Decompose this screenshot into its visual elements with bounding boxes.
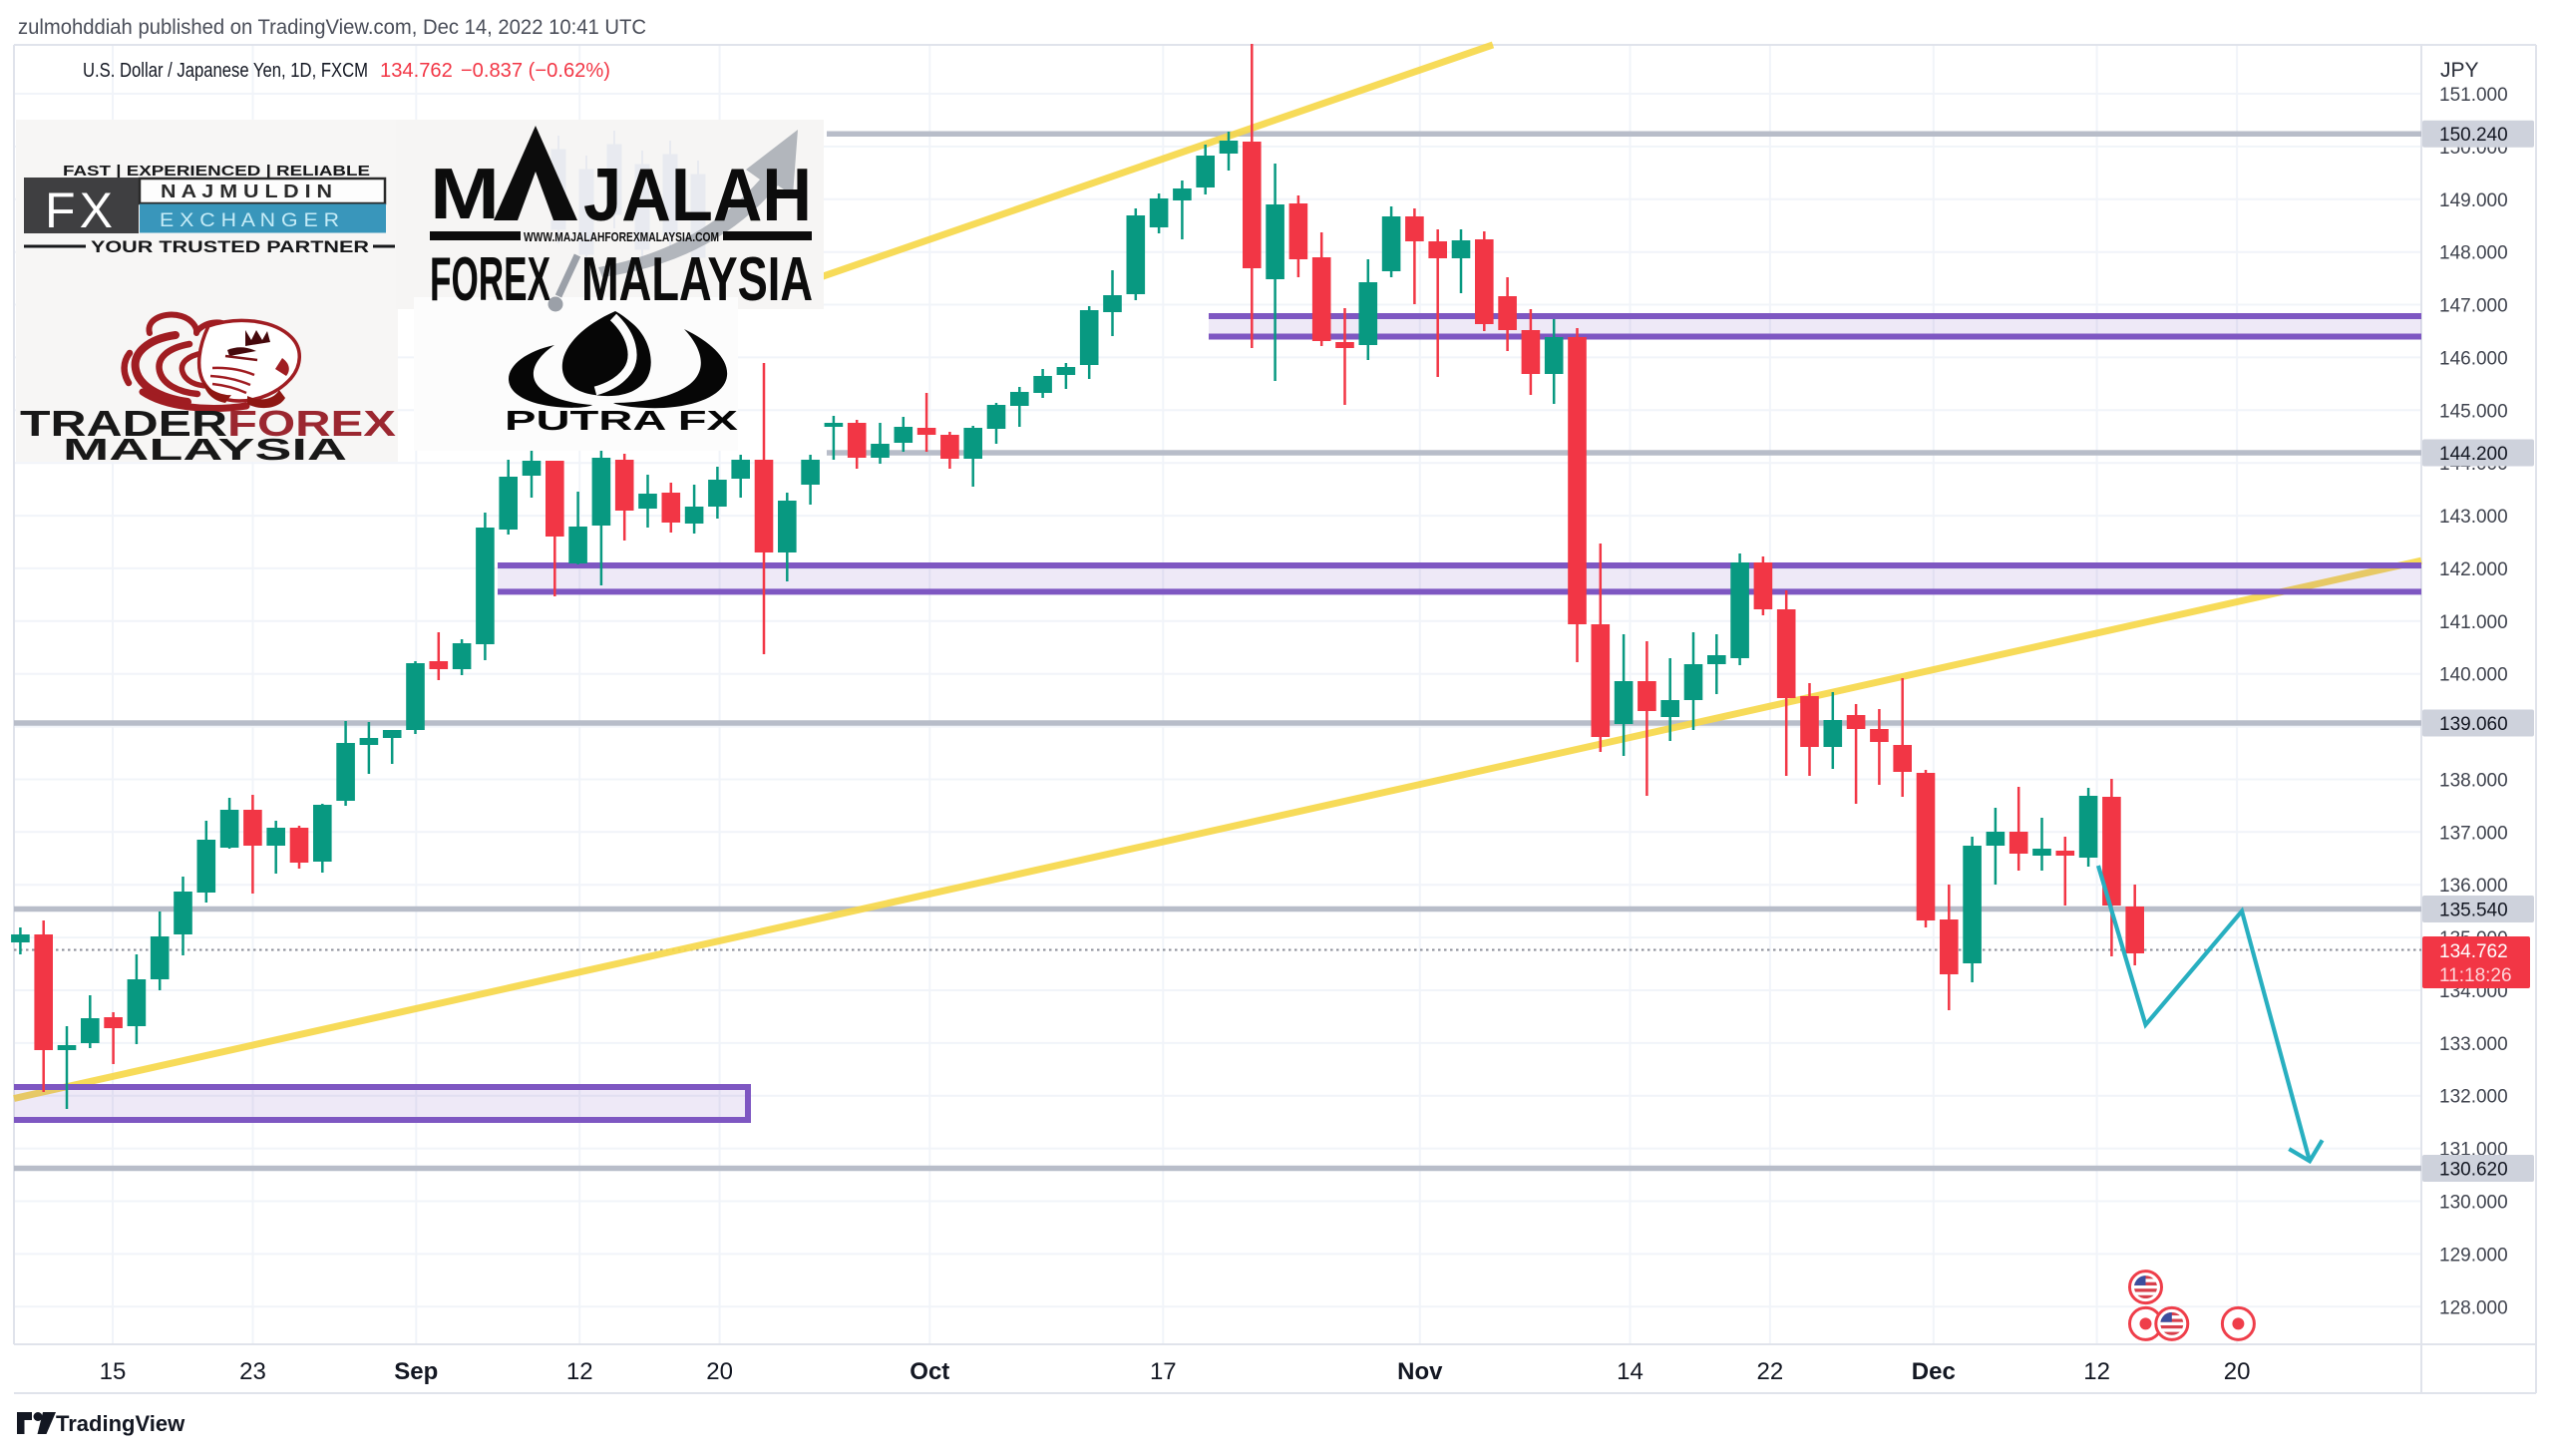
svg-text:U.S. Dollar / Japanese Yen, 1D: U.S. Dollar / Japanese Yen, 1D, FXCM — [83, 60, 368, 82]
svg-text:133.000: 133.000 — [2439, 1034, 2508, 1055]
svg-text:17: 17 — [1150, 1358, 1177, 1385]
svg-text:FOREX: FOREX — [430, 245, 550, 314]
svg-text:20: 20 — [706, 1358, 733, 1385]
svg-text:zulmohddiah published on Tradi: zulmohddiah published on TradingView.com… — [18, 16, 646, 39]
svg-text:130.620: 130.620 — [2439, 1160, 2508, 1181]
svg-text:20: 20 — [2224, 1358, 2251, 1385]
svg-text:12: 12 — [566, 1358, 593, 1385]
svg-text:141.000: 141.000 — [2439, 612, 2508, 633]
svg-text:11:18:26: 11:18:26 — [2439, 965, 2512, 986]
svg-text:12: 12 — [2083, 1358, 2110, 1385]
svg-text:YOUR TRUSTED PARTNER: YOUR TRUSTED PARTNER — [91, 238, 369, 256]
svg-text:134.762: 134.762 — [2439, 941, 2508, 962]
svg-text:M: M — [430, 155, 500, 234]
svg-text:128.000: 128.000 — [2439, 1297, 2508, 1318]
svg-text:137.000: 137.000 — [2439, 823, 2508, 844]
svg-text:MALAYSIA: MALAYSIA — [581, 245, 813, 314]
svg-text:JALAH: JALAH — [583, 153, 812, 236]
svg-text:JPY: JPY — [2440, 59, 2479, 82]
svg-text:129.000: 129.000 — [2439, 1245, 2508, 1266]
svg-text:135.540: 135.540 — [2439, 901, 2508, 921]
svg-text:Oct: Oct — [910, 1358, 949, 1385]
svg-text:151.000: 151.000 — [2439, 85, 2508, 106]
svg-text:136.000: 136.000 — [2439, 876, 2508, 897]
svg-text:149.000: 149.000 — [2439, 190, 2508, 211]
svg-text:134.762 −0.837 (−0.62%): 134.762 −0.837 (−0.62%) — [380, 60, 610, 82]
svg-text:150.240: 150.240 — [2439, 125, 2508, 146]
svg-text:146.000: 146.000 — [2439, 348, 2508, 369]
svg-text:144.200: 144.200 — [2439, 444, 2508, 465]
svg-text:Sep: Sep — [394, 1358, 438, 1385]
svg-text:145.000: 145.000 — [2439, 401, 2508, 422]
svg-text:WWW.MAJALAHFOREXMALAYSIA.COM: WWW.MAJALAHFOREXMALAYSIA.COM — [524, 229, 719, 244]
svg-text:N A J M U L D I N: N A J M U L D I N — [161, 182, 332, 201]
svg-text:Dec: Dec — [1912, 1358, 1956, 1385]
svg-text:148.000: 148.000 — [2439, 243, 2508, 264]
svg-text:Nov: Nov — [1397, 1358, 1443, 1385]
svg-text:139.060: 139.060 — [2439, 714, 2508, 735]
svg-text:138.000: 138.000 — [2439, 771, 2508, 792]
svg-text:140.000: 140.000 — [2439, 665, 2508, 686]
svg-text:22: 22 — [1757, 1358, 1784, 1385]
svg-text:FAST | EXPERIENCED | RELIABLE: FAST | EXPERIENCED | RELIABLE — [63, 163, 370, 180]
svg-text:23: 23 — [239, 1358, 266, 1385]
svg-text:TRADERFOREX: TRADERFOREX — [20, 403, 396, 444]
svg-text:15: 15 — [100, 1358, 127, 1385]
svg-text:PUTRA FX: PUTRA FX — [505, 405, 739, 436]
svg-text:147.000: 147.000 — [2439, 296, 2508, 317]
svg-text:TradingView: TradingView — [56, 1411, 185, 1436]
svg-text:143.000: 143.000 — [2439, 507, 2508, 528]
svg-text:132.000: 132.000 — [2439, 1087, 2508, 1108]
svg-text:FX: FX — [45, 182, 117, 238]
svg-text:142.000: 142.000 — [2439, 559, 2508, 580]
svg-text:14: 14 — [1617, 1358, 1643, 1385]
svg-text:E X C H A N G E R: E X C H A N G E R — [160, 210, 339, 231]
svg-text:130.000: 130.000 — [2439, 1193, 2508, 1214]
svg-text:MALAYSIA: MALAYSIA — [63, 432, 347, 467]
